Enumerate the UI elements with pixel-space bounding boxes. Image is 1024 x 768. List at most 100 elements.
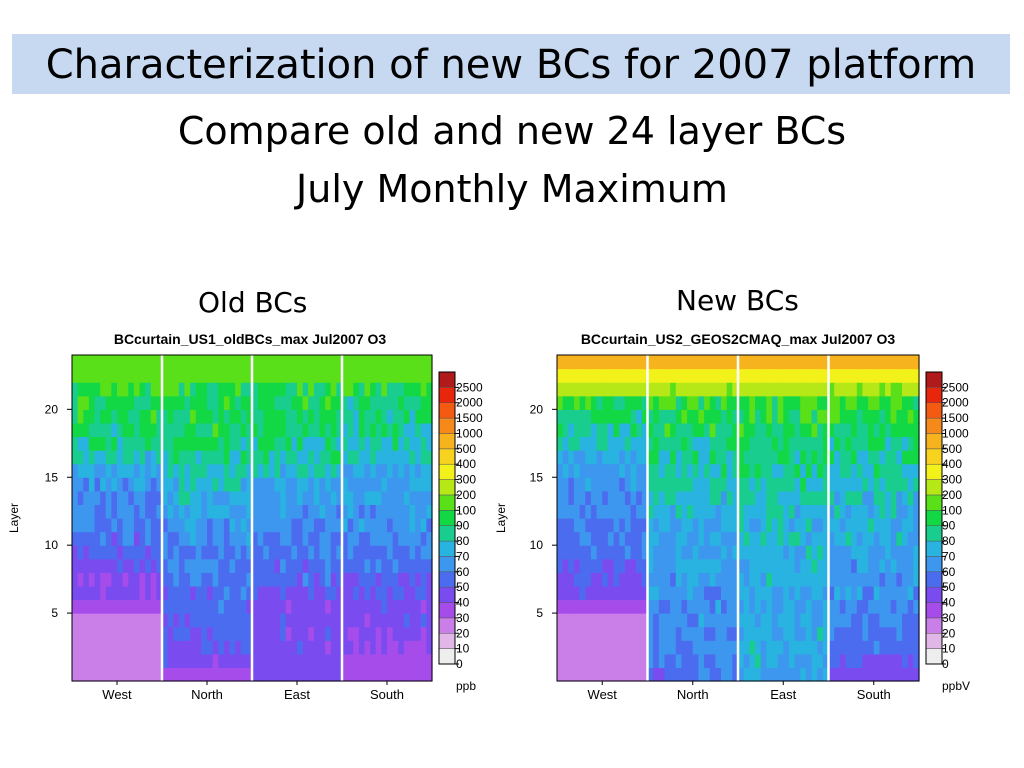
heatmap-cell [862, 518, 869, 533]
heatmap-cell [738, 640, 745, 655]
heatmap-cell [602, 531, 609, 546]
heatmap-cell [212, 504, 219, 519]
heatmap-cell [387, 585, 394, 601]
heatmap-cell [212, 490, 219, 506]
heatmap-cell [268, 395, 276, 410]
heatmap-cell [562, 572, 569, 587]
heatmap-cell [88, 545, 96, 560]
heatmap-cell [381, 531, 388, 546]
heatmap-cell [879, 599, 886, 614]
heatmap-cell [392, 395, 399, 410]
heatmap-cell [145, 613, 152, 628]
heatmap-cell [358, 558, 366, 573]
heatmap-cell [788, 368, 796, 383]
heatmap-cell [190, 531, 197, 546]
heatmap-cell [851, 599, 858, 614]
heatmap-cell [111, 626, 118, 641]
heatmap-cell [704, 395, 711, 410]
heatmap-cell [133, 409, 141, 424]
heatmap-cell [822, 613, 830, 628]
heatmap-cell [235, 558, 242, 573]
heatmap-cell [240, 409, 247, 424]
heatmap-cell [190, 422, 197, 438]
heatmap-cell [83, 490, 90, 506]
heatmap-cell [658, 504, 666, 519]
heatmap-cell [330, 382, 337, 397]
heatmap-cell [579, 436, 586, 451]
heatmap-cell [246, 531, 253, 546]
heatmap-cell [302, 436, 309, 451]
heatmap-cell [777, 463, 784, 478]
heatmap-cell [794, 558, 801, 573]
heatmap-cell [94, 382, 101, 397]
heatmap-cell [602, 599, 609, 614]
heatmap-cell [325, 463, 332, 478]
heatmap-cell [330, 613, 337, 628]
heatmap-cell [630, 545, 637, 560]
colorbar-label: 1500 [456, 411, 483, 425]
heatmap-cell [325, 667, 332, 682]
heatmap-cell [709, 599, 716, 614]
heatmap-cell [347, 640, 354, 655]
heatmap-cell [590, 545, 598, 560]
heatmap-cell [392, 518, 399, 533]
heatmap-cell [573, 504, 581, 519]
heatmap-cell [715, 450, 722, 465]
heatmap-cell [387, 599, 394, 614]
heatmap-cell [890, 653, 897, 669]
heatmap-cell [721, 545, 728, 560]
heatmap-cell [184, 422, 191, 438]
heatmap-cell [788, 409, 796, 424]
heatmap-cell [223, 422, 231, 438]
heatmap-cell [754, 599, 762, 614]
heatmap-cell [150, 504, 157, 519]
heatmap-cell [721, 585, 728, 601]
heatmap-cell [687, 382, 694, 397]
heatmap-cell [794, 422, 801, 438]
heatmap-cell [647, 409, 654, 424]
heatmap-cell [738, 436, 745, 451]
heatmap-cell [302, 395, 309, 410]
heatmap-cell [415, 368, 422, 383]
heatmap-cell [647, 613, 654, 628]
heatmap-cell [257, 545, 264, 560]
heatmap-cell [800, 504, 807, 519]
heatmap-cell [190, 504, 197, 519]
heatmap-cell [658, 653, 666, 669]
heatmap-cell [263, 355, 270, 370]
heatmap-cell [263, 368, 270, 383]
heatmap-cell [602, 382, 609, 397]
heatmap-cell [415, 613, 422, 628]
heatmap-cell [596, 653, 603, 669]
heatmap-cell [409, 368, 416, 383]
heatmap-cell [851, 490, 858, 506]
heatmap-cell [280, 640, 287, 655]
heatmap-cell [653, 436, 660, 451]
heatmap-cell [698, 558, 705, 573]
heatmap-cell [630, 395, 637, 410]
heatmap-cell [117, 613, 124, 628]
heatmap-cell [302, 585, 309, 601]
heatmap-cell [353, 422, 360, 438]
heatmap-cell [704, 640, 711, 655]
heatmap-cell [375, 518, 382, 533]
heatmap-cell [822, 477, 830, 492]
heatmap-cell [817, 531, 824, 546]
heatmap-cell [845, 667, 852, 682]
heatmap-cell [607, 368, 615, 383]
heatmap-cell [692, 490, 700, 506]
heatmap-cell [783, 572, 790, 587]
x-tick-label: East [284, 687, 310, 702]
heatmap-cell [274, 626, 281, 641]
heatmap-cell [100, 531, 107, 546]
heatmap-cell [387, 382, 394, 397]
heatmap-cell [777, 585, 784, 601]
colorbar-label: 1500 [942, 411, 969, 425]
heatmap-cell [794, 599, 801, 614]
heatmap-cell [285, 558, 292, 573]
heatmap-cell [111, 572, 118, 587]
heatmap-cell [403, 518, 411, 533]
heatmap-cell [83, 477, 90, 492]
heatmap-cell [398, 382, 405, 397]
heatmap-cell [568, 504, 575, 519]
